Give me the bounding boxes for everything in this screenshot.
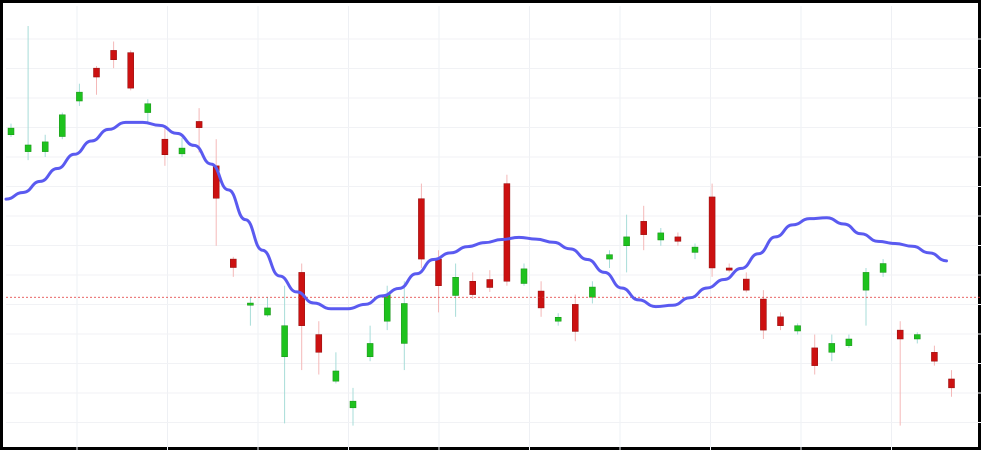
candle-bearish (418, 198, 425, 260)
candle-bearish (931, 352, 938, 362)
candle-bullish (281, 325, 288, 358)
candle-bearish (469, 281, 476, 295)
candle-bullish (401, 303, 408, 344)
candle-bullish (828, 343, 836, 353)
candle-bullish (520, 268, 528, 284)
candle-bullish (76, 91, 83, 102)
moving-average-path (4, 120, 948, 311)
candle-bullish (144, 103, 152, 113)
candle-bearish (195, 121, 203, 128)
candle-bearish (896, 329, 904, 340)
candle-bullish (606, 254, 613, 260)
candle-bullish (794, 325, 801, 332)
wick-layer (10, 25, 952, 426)
candle-bearish (503, 183, 511, 282)
moving-average-line (4, 120, 948, 311)
candle-bearish (948, 378, 955, 389)
candle-bearish (743, 278, 750, 291)
candle-bearish (811, 347, 818, 366)
candle-bearish (110, 50, 117, 60)
candle-bullish (862, 272, 870, 291)
candlestick-chart (4, 6, 981, 450)
candle-layer (7, 50, 955, 409)
candle-bearish (760, 298, 767, 331)
candle-bullish (59, 114, 66, 137)
candle-bearish (572, 304, 579, 332)
candle-bullish (349, 400, 357, 409)
candle-bullish (914, 334, 921, 340)
candle-bearish (161, 138, 169, 155)
candle-bearish (640, 221, 647, 235)
candle-bullish (41, 141, 49, 152)
candle-bullish (657, 232, 665, 241)
candle-bullish (845, 338, 853, 346)
candle-bearish (93, 67, 100, 78)
candle-bearish (230, 258, 237, 268)
candle-bullish (24, 144, 32, 152)
candle-bullish (178, 147, 186, 155)
candle-bullish (7, 127, 15, 136)
candle-bearish (486, 279, 494, 288)
candle-bearish (298, 272, 305, 326)
candle-bullish (366, 343, 374, 358)
candle-bullish (691, 246, 699, 253)
candle-bearish (674, 236, 682, 242)
candle-bearish (127, 52, 134, 89)
candle-bearish (315, 334, 323, 353)
candle-bullish (589, 286, 596, 298)
candle-bullish (623, 236, 630, 247)
candle-bearish (777, 316, 784, 326)
grid (6, 6, 981, 450)
candle-bullish (554, 316, 562, 322)
candle-bullish (264, 307, 271, 316)
candle-bearish (708, 196, 716, 269)
candle-bearish (537, 290, 545, 309)
candle-bullish (383, 294, 391, 322)
candle-bullish (879, 263, 887, 273)
candle-bullish (452, 277, 459, 296)
candle-bullish (332, 370, 340, 382)
candle-bearish (725, 267, 733, 271)
candle-bearish (435, 258, 442, 286)
candle-bullish (247, 302, 254, 306)
